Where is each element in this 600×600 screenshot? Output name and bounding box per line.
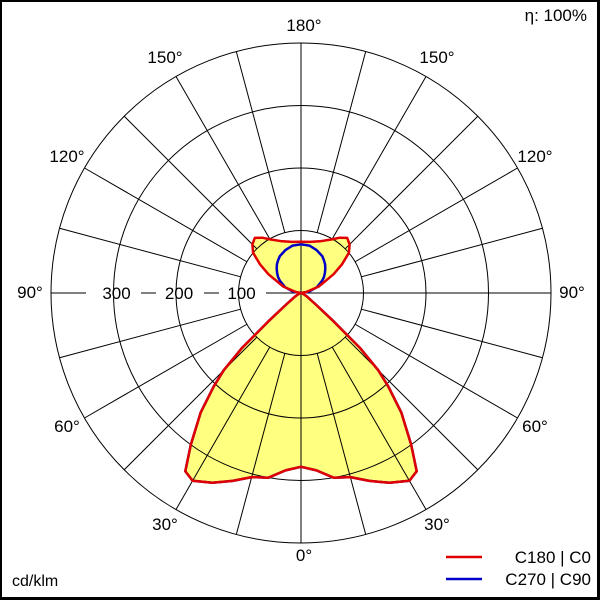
legend-entry: C180 | C0 [515, 548, 591, 567]
grid-spoke [59, 227, 241, 278]
angle-label: 120° [517, 147, 552, 166]
grid-spoke [331, 346, 427, 510]
grid-spoke [235, 353, 286, 535]
angle-label: 120° [49, 147, 84, 166]
grid-spoke [316, 51, 367, 233]
angle-label: 60° [54, 417, 80, 436]
grid-spoke [175, 76, 271, 240]
grid-spoke [361, 308, 543, 359]
angle-label: 180° [286, 16, 321, 35]
grid-spoke [175, 346, 271, 510]
radial-tick-label: 300 [102, 284, 130, 303]
efficiency-label: η: 100% [524, 6, 587, 25]
grid-spoke [123, 115, 258, 250]
angle-label: 30° [152, 515, 178, 534]
grid-spoke [316, 353, 367, 535]
grid-spoke [361, 227, 543, 278]
angle-label: 0° [296, 546, 312, 565]
radial-tick-label: 200 [165, 284, 193, 303]
grid-spoke [354, 167, 518, 263]
radial-tick-label: 100 [227, 284, 255, 303]
angle-label: 90° [559, 283, 585, 302]
unit-label: cd/klm [12, 573, 59, 590]
grid-spoke [331, 76, 427, 240]
grid-spoke [59, 308, 241, 359]
angle-label: 90° [17, 283, 43, 302]
grid-spoke [354, 323, 518, 419]
legend-entry: C270 | C90 [505, 570, 591, 589]
angle-label: 30° [424, 515, 450, 534]
grid-spoke [235, 51, 286, 233]
angle-label: 150° [419, 48, 454, 67]
series-curve [184, 236, 418, 485]
grid-spoke [84, 167, 248, 263]
angle-label: 60° [522, 417, 548, 436]
angle-label: 150° [147, 48, 182, 67]
grid-spoke [344, 115, 479, 250]
grid-spoke [84, 323, 248, 419]
grid-spoke [123, 336, 258, 471]
grid-spoke [344, 336, 479, 471]
